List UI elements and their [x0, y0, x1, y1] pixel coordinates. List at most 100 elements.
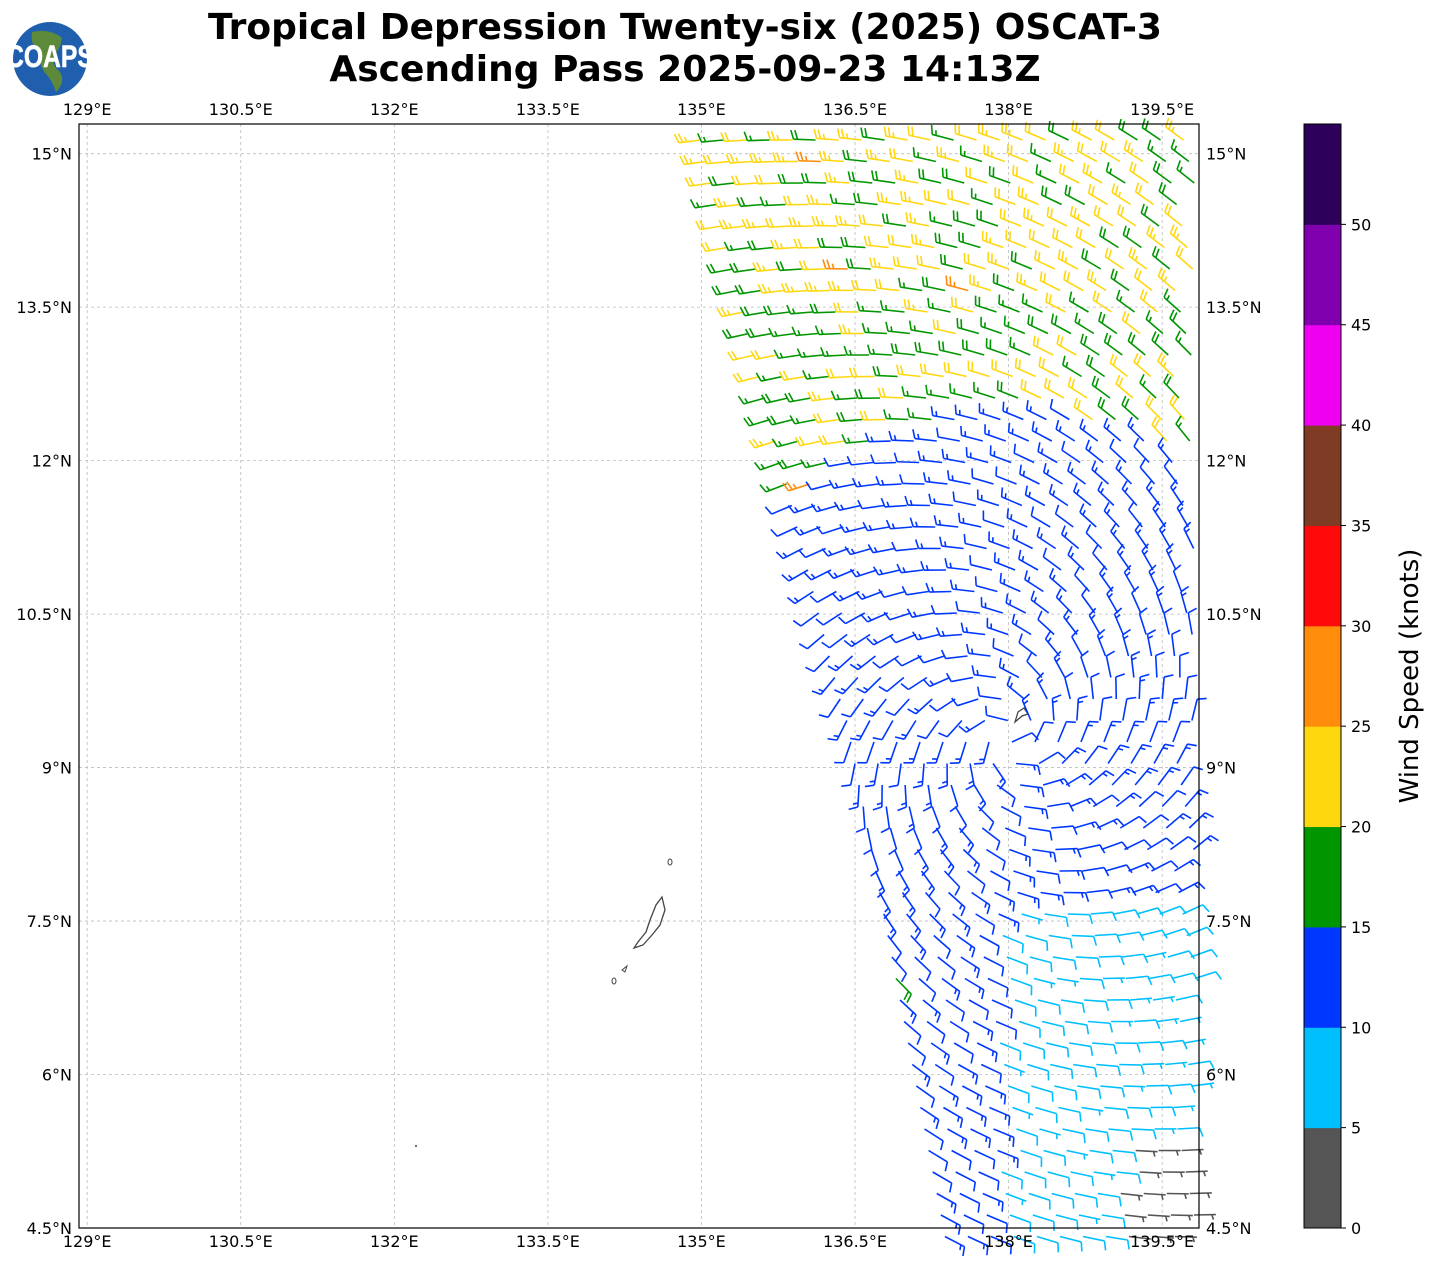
- wind-barb: [895, 656, 921, 666]
- wind-barb: [1112, 183, 1131, 204]
- wind-barb: [1085, 746, 1107, 763]
- wind-barb: [1050, 568, 1067, 591]
- wind-barb: [1050, 484, 1068, 505]
- wind-barb: [1118, 205, 1136, 226]
- wind-barb: [744, 417, 771, 426]
- lat-tick-right: 4.5°N: [1206, 1219, 1251, 1238]
- wind-barb: [1164, 374, 1179, 398]
- wind-barb: [956, 601, 980, 613]
- wind-barb: [888, 936, 902, 961]
- wind-barb: [961, 957, 979, 978]
- wind-barb: [1096, 1065, 1120, 1076]
- wind-barb: [1168, 951, 1195, 959]
- wind-barb: [955, 124, 976, 140]
- wind-barb: [719, 220, 745, 229]
- wind-barb: [873, 366, 898, 376]
- wind-barb: [1173, 721, 1190, 742]
- wind-barb: [1086, 440, 1103, 463]
- wind-barb: [1064, 270, 1083, 290]
- wind-barb: [976, 296, 997, 312]
- wind-barb: [778, 174, 803, 183]
- wind-barb: [1110, 354, 1127, 376]
- wind-barb: [1179, 882, 1205, 892]
- wind-barb: [1048, 1172, 1070, 1187]
- wind-barb: [1074, 822, 1101, 830]
- wind-barb: [884, 409, 909, 419]
- wind-barb: [874, 567, 900, 575]
- wind-barb: [1073, 1065, 1096, 1078]
- colorbar-swatch: [1304, 626, 1341, 727]
- lat-tick-left: 9°N: [42, 759, 72, 778]
- wind-barb: [1017, 272, 1037, 290]
- wind-barb: [901, 191, 924, 205]
- wind-barb: [1064, 893, 1089, 902]
- wind-barb: [1080, 504, 1096, 527]
- wind-barb: [933, 319, 955, 333]
- wind-barb: [959, 828, 973, 853]
- wind-barb: [1054, 142, 1074, 161]
- lat-tick-left: 6°N: [42, 1066, 72, 1085]
- wind-barb: [765, 506, 792, 515]
- wind-barb: [1186, 1171, 1208, 1176]
- wind-barb: [938, 957, 955, 980]
- wind-barb: [1068, 462, 1086, 484]
- wind-barb: [928, 298, 951, 312]
- wind-barb: [1098, 397, 1115, 420]
- wind-barb: [907, 609, 933, 617]
- wind-barb: [998, 381, 1018, 398]
- wind-barb: [1166, 814, 1191, 828]
- wind-barb: [1055, 849, 1080, 858]
- wind-barb: [876, 476, 901, 485]
- wind-barb: [873, 656, 899, 668]
- wind-barb: [920, 1108, 938, 1129]
- wind-barb: [1056, 420, 1075, 441]
- wind-barb: [929, 494, 953, 506]
- wind-barb: [824, 458, 850, 466]
- wind-barb: [810, 304, 835, 313]
- wind-barb: [1153, 246, 1170, 269]
- wind-barb: [1098, 482, 1114, 506]
- wind-barb: [974, 742, 989, 764]
- wind-barb: [932, 125, 954, 140]
- wind-barb: [988, 979, 1008, 998]
- wind-barb: [817, 526, 844, 534]
- wind-barb: [841, 699, 863, 717]
- wind-barb: [1160, 906, 1187, 914]
- lat-tick-left: 10.5°N: [16, 605, 72, 624]
- wind-barb: [1173, 1106, 1195, 1111]
- wind-barb: [966, 1108, 986, 1127]
- wind-barb: [1152, 331, 1168, 355]
- wind-barb: [818, 238, 843, 248]
- wind-barb: [937, 627, 963, 636]
- wind-barb: [944, 362, 966, 376]
- wind-barb: [1185, 790, 1208, 807]
- wind-barb: [751, 350, 777, 359]
- wind-barb: [1081, 334, 1099, 355]
- wind-barb: [1028, 828, 1051, 841]
- wind-barb: [1162, 675, 1173, 699]
- wind-barb: [994, 1129, 1014, 1147]
- wind-barb: [776, 549, 802, 559]
- wind-barb: [1021, 379, 1041, 398]
- wind-barb: [1163, 1172, 1185, 1177]
- wind-barb: [1038, 1000, 1060, 1015]
- wind-barb: [1131, 652, 1140, 678]
- wind-barb: [893, 256, 916, 269]
- wind-barb: [1193, 836, 1218, 850]
- wind-barb: [835, 502, 861, 510]
- wind-barb: [1114, 910, 1140, 918]
- wind-barb: [887, 520, 913, 529]
- wind-barb: [1035, 250, 1055, 269]
- wind-barb: [728, 351, 754, 360]
- wind-barb: [915, 342, 938, 355]
- wind-barb: [883, 213, 906, 226]
- wind-barb: [983, 1194, 1003, 1212]
- wind-barb: [878, 388, 903, 398]
- colorbar-tick: 45: [1351, 316, 1371, 335]
- wind-barb: [1025, 570, 1044, 591]
- wind-barb: [1119, 119, 1138, 140]
- wind-barb: [963, 339, 984, 355]
- lon-tick-top: 132°E: [370, 100, 419, 119]
- lat-tick-right: 6°N: [1206, 1066, 1236, 1085]
- wind-barb: [1037, 1237, 1058, 1253]
